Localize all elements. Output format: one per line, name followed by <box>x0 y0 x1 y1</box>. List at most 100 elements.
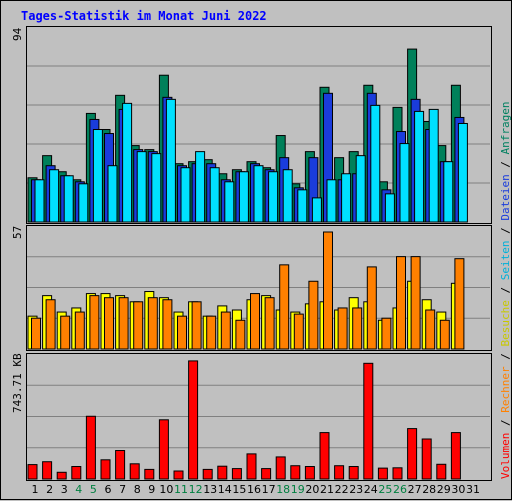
day-label-16: 16 <box>247 483 261 496</box>
legend-dateien: Dateien <box>499 174 512 221</box>
bar-volumen-day-18 <box>275 456 286 480</box>
bar-rechner-day-30 <box>454 258 465 350</box>
bar-volumen-day-22 <box>334 465 345 480</box>
bar-seiten-day-4 <box>78 183 89 223</box>
bar-rechner-day-5 <box>89 295 100 350</box>
day-label-7: 7 <box>119 483 127 496</box>
bar-rechner-day-8 <box>133 301 144 350</box>
bar-rechner-day-22 <box>337 307 348 350</box>
bar-volumen-day-7 <box>115 450 126 480</box>
bar-seiten-day-30 <box>457 122 468 223</box>
bar-seiten-day-9 <box>151 153 162 223</box>
bar-volumen-day-3 <box>56 471 67 480</box>
day-label-30: 30 <box>451 483 466 496</box>
day-label-15: 15 <box>232 483 247 496</box>
day-label-28: 28 <box>422 483 437 496</box>
day-label-27: 27 <box>407 483 422 496</box>
bar-seiten-day-20 <box>311 197 322 223</box>
bar-seiten-day-21 <box>326 179 337 223</box>
bar-rechner-day-24 <box>366 266 377 350</box>
bar-volumen-day-30 <box>450 432 461 480</box>
bar-seiten-day-25 <box>384 193 395 223</box>
bar-seiten-day-28 <box>428 108 439 223</box>
bar-rechner-day-26 <box>396 256 406 350</box>
bar-seiten-day-18 <box>282 169 293 223</box>
day-label-6: 6 <box>104 483 112 496</box>
day-label-2: 2 <box>46 483 54 496</box>
bar-volumen-day-20 <box>304 466 315 480</box>
bar-rechner-day-18 <box>279 264 290 350</box>
bar-volumen-day-4 <box>71 466 82 480</box>
bar-rechner-day-25 <box>381 317 392 350</box>
bar-volumen-day-15 <box>231 468 242 480</box>
day-label-29: 29 <box>436 483 451 496</box>
y-label-middle: 57 <box>11 225 24 239</box>
bar-seiten-day-26 <box>399 143 410 223</box>
bar-volumen-day-29 <box>436 463 447 480</box>
bar-rechner-day-23 <box>352 307 363 350</box>
bar-rechner-day-7 <box>118 297 129 350</box>
bar-rechner-day-15 <box>235 319 246 350</box>
bar-rechner-day-13 <box>206 315 217 350</box>
bar-volumen-day-27 <box>407 428 418 480</box>
legend-rechner: Rechner <box>499 366 512 413</box>
legend-sep: / <box>499 412 512 433</box>
day-label-17: 17 <box>261 483 276 496</box>
bar-volumen-day-25 <box>377 467 388 480</box>
bar-rechner-day-14 <box>220 311 231 350</box>
bar-seiten-day-13 <box>209 167 220 223</box>
day-label-11: 11 <box>174 483 188 496</box>
day-label-4: 4 <box>75 483 83 496</box>
bar-rechner-day-27 <box>410 256 421 350</box>
day-label-25: 25 <box>378 483 393 496</box>
bar-seiten-day-7 <box>122 102 133 223</box>
bar-seiten-day-2 <box>49 169 60 223</box>
bar-seiten-day-5 <box>92 129 103 223</box>
y-label-bottom: 743.71 KB <box>11 353 24 413</box>
bar-seiten-day-11 <box>180 167 191 223</box>
bar-seiten-day-8 <box>136 151 147 223</box>
bar-seiten-day-3 <box>63 175 74 223</box>
day-label-31: 31 <box>466 483 480 496</box>
bar-seiten-day-15 <box>238 171 249 223</box>
day-label-21: 21 <box>320 483 334 496</box>
bar-volumen-day-26 <box>392 467 403 480</box>
legend-sep: / <box>499 346 512 367</box>
bar-volumen-day-6 <box>100 459 111 480</box>
bar-volumen-day-10 <box>158 419 169 480</box>
legend-seiten: Seiten <box>499 240 512 281</box>
day-label-10: 10 <box>159 483 174 496</box>
bar-seiten-day-12 <box>195 151 206 223</box>
bar-rechner-day-2 <box>45 299 56 350</box>
bar-seiten-day-1 <box>34 179 45 223</box>
bar-volumen-day-8 <box>129 463 140 480</box>
bar-rechner-day-17 <box>264 297 275 350</box>
bar-seiten-day-10 <box>165 98 176 223</box>
day-label-13: 13 <box>203 483 218 496</box>
page-title: Tages-Statistik im Monat Juni 2022 <box>21 9 267 23</box>
bar-volumen-day-1 <box>27 464 38 480</box>
bar-rechner-day-20 <box>308 280 319 350</box>
bar-rechner-day-1 <box>31 317 41 350</box>
legend-anfragen: Anfragen <box>499 101 512 155</box>
day-label-26: 26 <box>393 483 407 496</box>
day-label-9: 9 <box>148 483 156 496</box>
bar-volumen-day-24 <box>363 362 374 480</box>
bar-rechner-day-19 <box>293 313 304 350</box>
bar-seiten-day-29 <box>443 161 454 223</box>
day-label-22: 22 <box>334 483 349 496</box>
bar-rechner-day-29 <box>439 319 450 350</box>
bar-volumen-day-5 <box>85 415 96 480</box>
day-label-24: 24 <box>363 483 378 496</box>
legend-sep: / <box>499 280 512 301</box>
bar-volumen-day-11 <box>173 470 184 480</box>
legend-besuche: Besuche <box>499 300 512 347</box>
bar-seiten-day-14 <box>224 181 235 223</box>
day-label-12: 12 <box>188 483 203 496</box>
day-label-1: 1 <box>31 483 39 496</box>
bar-rechner-day-28 <box>425 309 436 350</box>
bar-seiten-day-6 <box>107 165 118 223</box>
bar-seiten-day-19 <box>297 189 308 223</box>
